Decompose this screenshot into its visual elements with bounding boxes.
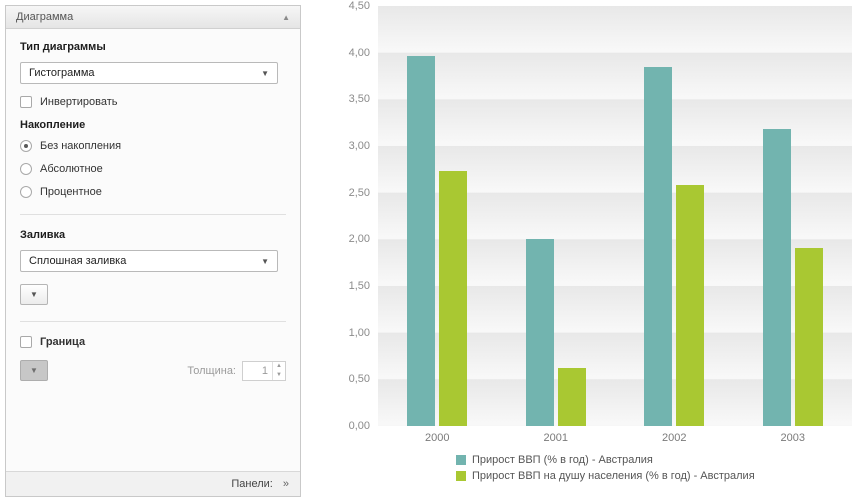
thickness-label: Толщина: — [187, 364, 236, 377]
bar — [644, 66, 673, 426]
legend: Прирост ВВП (% в год) - Австралия Прирост… — [456, 454, 852, 482]
x-tick-label: 2002 — [662, 432, 687, 444]
fill-type-value: Сплошная заливка — [29, 255, 127, 267]
legend-item: Прирост ВВП (% в год) - Австралия — [456, 454, 852, 466]
panels-expand-icon[interactable]: » — [282, 478, 289, 490]
stacking-options: Без накопления Абсолютное Процентное — [20, 140, 286, 198]
bar — [794, 247, 823, 426]
thickness-value[interactable]: 1 — [261, 364, 268, 377]
legend-swatch — [456, 471, 466, 481]
bar — [407, 56, 436, 426]
bar — [525, 239, 554, 426]
stepper-down-icon[interactable]: ▼ — [276, 372, 282, 378]
radio-label: Абсолютное — [40, 163, 103, 175]
bar — [762, 129, 791, 426]
bar-group-2000 — [378, 6, 497, 426]
radio-stacking-option-0[interactable]: Без накопления — [20, 140, 286, 152]
bar-group-2001 — [497, 6, 616, 426]
invert-checkbox-row[interactable]: Инвертировать — [20, 96, 286, 108]
legend-item: Прирост ВВП на душу населения (% в год) … — [456, 470, 852, 482]
chevron-down-icon: ▼ — [261, 256, 269, 266]
invert-label: Инвертировать — [40, 96, 118, 108]
invert-checkbox[interactable] — [20, 96, 32, 108]
y-tick-label: 1,50 — [348, 279, 370, 292]
y-tick-label: 3,00 — [348, 139, 370, 152]
chevron-down-icon: ▼ — [261, 68, 269, 78]
bar — [439, 171, 468, 426]
legend-label: Прирост ВВП (% в год) - Австралия — [472, 454, 653, 466]
radio-label: Без накопления — [40, 140, 122, 152]
panels-label: Панели: — [231, 478, 273, 490]
radio-button[interactable] — [20, 163, 32, 175]
chart-type-select[interactable]: Гистограмма ▼ — [20, 62, 278, 84]
x-axis: 2000 2001 2002 2003 — [378, 426, 852, 446]
fill-type-select[interactable]: Сплошная заливка ▼ — [20, 250, 278, 272]
radio-button[interactable] — [20, 140, 32, 152]
thickness-stepper[interactable]: 1 ▲ ▼ — [242, 360, 286, 381]
divider — [20, 214, 286, 215]
plot-area — [378, 6, 852, 426]
y-tick-label: 2,50 — [348, 186, 370, 199]
radio-stacking-option-1[interactable]: Абсолютное — [20, 163, 286, 175]
border-label: Граница — [40, 336, 86, 348]
panel-header: Диаграмма ▲ — [6, 6, 300, 29]
y-tick-label: 4,00 — [348, 46, 370, 59]
y-tick-label: 1,00 — [348, 326, 370, 339]
chart-main: 0,00 0,50 1,00 1,50 2,00 2,50 3,00 3,50 4,00 4,50 — [338, 0, 852, 432]
bar — [676, 185, 705, 426]
x-tick-label: 2001 — [543, 432, 568, 444]
panel-body: Тип диаграммы Гистограмма ▼ Инвертироват… — [6, 29, 300, 381]
bar-groups — [378, 6, 852, 426]
radio-button[interactable] — [20, 186, 32, 198]
x-tick-label: 2003 — [780, 432, 805, 444]
panel-title: Диаграмма — [16, 11, 74, 23]
chevron-down-icon: ▼ — [30, 366, 38, 375]
stepper-up-icon[interactable]: ▲ — [276, 363, 282, 369]
chart-type-value: Гистограмма — [29, 67, 95, 79]
chart-type-label: Тип диаграммы — [20, 41, 106, 53]
panel-footer: Панели: » — [6, 471, 300, 496]
y-tick-label: 2,00 — [348, 233, 370, 246]
y-tick-label: 0,50 — [348, 373, 370, 386]
bar-chart: 0,00 0,50 1,00 1,50 2,00 2,50 3,00 3,50 4,00 4,50… — [338, 0, 852, 482]
y-tick-label: 0,00 — [348, 420, 370, 432]
x-tick-label: 2000 — [425, 432, 450, 444]
divider — [20, 321, 286, 322]
radio-label: Процентное — [40, 186, 102, 198]
border-checkbox[interactable] — [20, 336, 32, 348]
chart-settings-panel: Диаграмма ▲ Тип диаграммы Гистограмма ▼ … — [5, 5, 301, 497]
bar-group-2003 — [734, 6, 853, 426]
border-color-button[interactable]: ▼ — [20, 360, 48, 381]
thickness-row: ▼ Толщина: 1 ▲ ▼ — [20, 360, 286, 381]
bar-group-2002 — [615, 6, 734, 426]
stacking-label: Накопление — [20, 119, 86, 131]
border-checkbox-row[interactable]: Граница — [20, 336, 286, 348]
legend-label: Прирост ВВП на душу населения (% в год) … — [472, 470, 755, 482]
y-tick-label: 3,50 — [348, 93, 370, 106]
chevron-down-icon: ▼ — [30, 290, 38, 299]
collapse-panel-icon[interactable]: ▲ — [282, 12, 290, 22]
stepper-buttons: ▲ ▼ — [272, 361, 285, 380]
legend-swatch — [456, 455, 466, 465]
fill-color-button[interactable]: ▼ — [20, 284, 48, 305]
y-tick-label: 4,50 — [348, 0, 370, 12]
fill-label: Заливка — [20, 229, 66, 241]
radio-stacking-option-2[interactable]: Процентное — [20, 186, 286, 198]
bar — [557, 368, 586, 426]
y-axis: 0,00 0,50 1,00 1,50 2,00 2,50 3,00 3,50 4,00 4,50 — [338, 0, 378, 432]
